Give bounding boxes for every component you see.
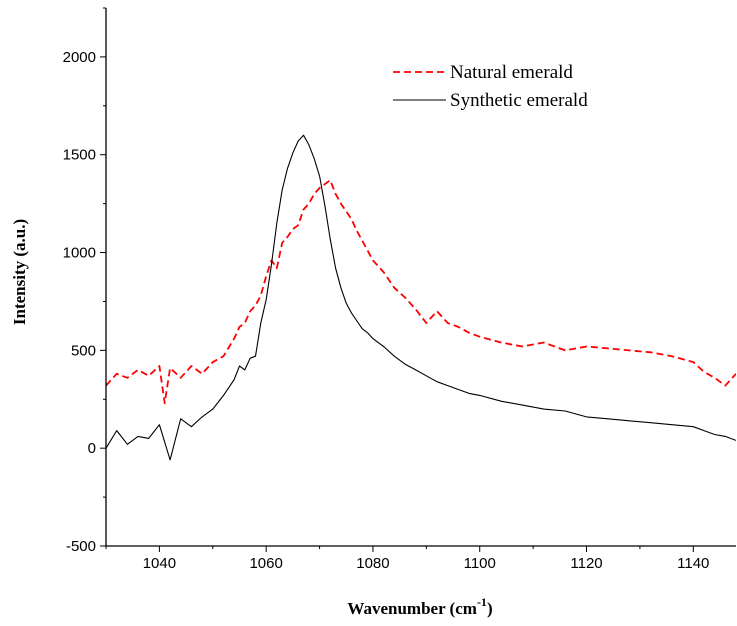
- x-tick-label: 1080: [356, 555, 389, 572]
- axes: -500 0 500 1000 1500 2000 1040 1060 1080 1100 1120…: [63, 7, 736, 572]
- x-tick-label: 1060: [249, 555, 282, 572]
- x-tick-label: 1120: [570, 555, 602, 572]
- plot-area: [106, 134, 736, 461]
- x-axis-title: Wavenumber (cm-1): [347, 595, 492, 618]
- x-axis-title-main: Wavenumber (cm: [347, 599, 477, 618]
- y-tick-label: 1000: [63, 245, 96, 262]
- x-axis-title-close: ): [487, 599, 493, 618]
- x-tick-label: 1040: [143, 555, 176, 572]
- x-axis-title-superscript: -1: [477, 595, 487, 609]
- y-tick-label: 0: [88, 440, 96, 457]
- y-tick-label: -500: [66, 538, 96, 555]
- legend: Natural emerald Synthetic emerald: [393, 62, 588, 111]
- y-tick-label: 1500: [63, 147, 96, 164]
- y-axis-title: Intensity (a.u.): [10, 219, 29, 325]
- x-tick-label: 1140: [677, 555, 709, 572]
- legend-label: Synthetic emerald: [450, 90, 588, 111]
- series-line-synthetic-emerald: [106, 134, 736, 461]
- legend-label: Natural emerald: [450, 62, 573, 83]
- y-tick-label: 2000: [63, 49, 96, 66]
- y-tick-label: 500: [71, 342, 96, 359]
- x-tick-label: 1100: [464, 555, 496, 572]
- series-line-natural-emerald: [106, 179, 736, 405]
